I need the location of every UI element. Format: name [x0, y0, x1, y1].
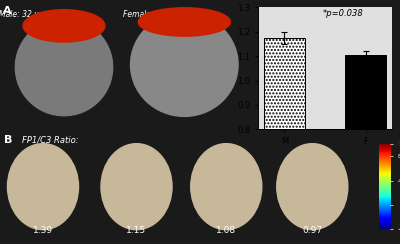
Text: 0.97: 0.97: [302, 226, 322, 235]
Bar: [345, 55, 386, 244]
Y-axis label: FP1/C3 Scalp-
Cortex ratio: FP1/C3 Scalp- Cortex ratio: [215, 40, 234, 97]
Text: 1.08: 1.08: [216, 226, 236, 235]
Ellipse shape: [277, 144, 348, 230]
Text: Male: 32 yo, rMT=54: Male: 32 yo, rMT=54: [0, 10, 78, 19]
Text: %Below
threshold: %Below threshold: [382, 175, 392, 198]
Ellipse shape: [130, 13, 238, 116]
Text: *p=0.038: *p=0.038: [322, 9, 363, 18]
Text: A: A: [2, 6, 11, 16]
Text: Female: 38yo, rMT=50: Female: 38yo, rMT=50: [123, 10, 210, 19]
Ellipse shape: [8, 144, 78, 230]
Bar: [264, 38, 305, 244]
Text: B: B: [4, 135, 12, 145]
Ellipse shape: [23, 10, 105, 42]
Ellipse shape: [15, 19, 113, 116]
Ellipse shape: [101, 144, 172, 230]
Text: FP1/C3 Ratio:: FP1/C3 Ratio:: [22, 135, 79, 144]
Text: 1.15: 1.15: [126, 226, 146, 235]
Ellipse shape: [138, 8, 230, 36]
Text: 1.39: 1.39: [33, 226, 53, 235]
Ellipse shape: [191, 144, 262, 230]
